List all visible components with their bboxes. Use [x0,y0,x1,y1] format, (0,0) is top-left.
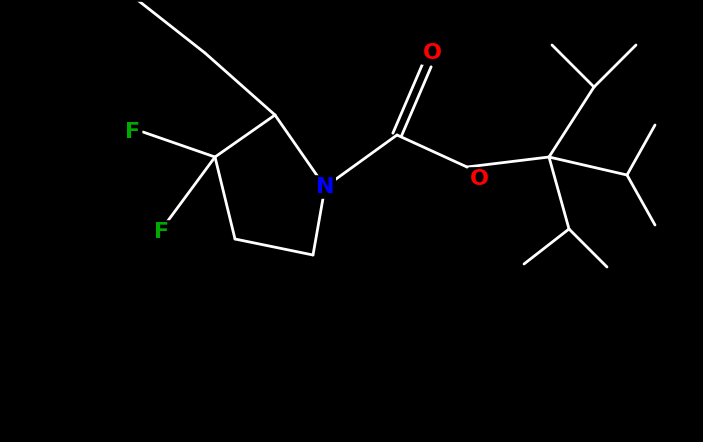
Text: N: N [316,177,334,197]
Text: O: O [470,169,489,189]
Text: F: F [155,222,169,242]
Text: F: F [125,122,141,142]
Text: O: O [423,43,441,63]
